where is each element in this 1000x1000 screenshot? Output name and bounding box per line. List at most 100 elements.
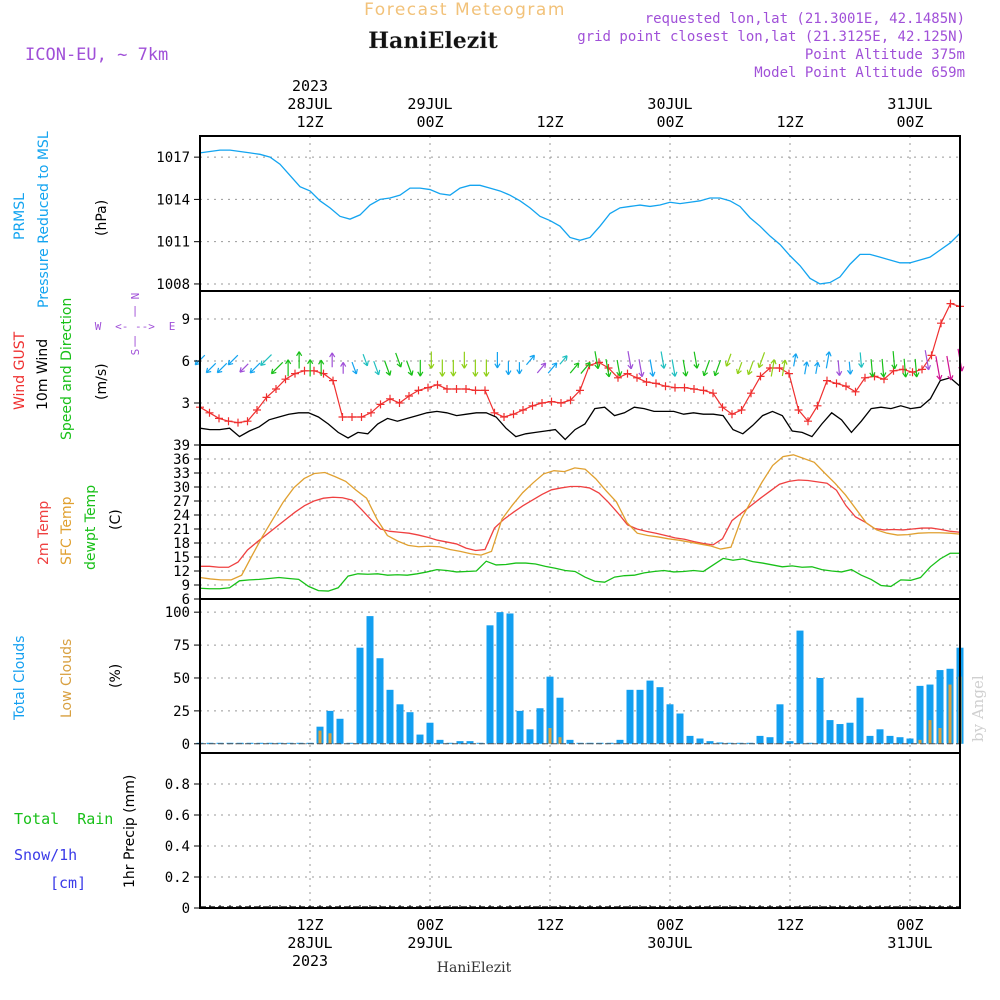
time-label-top: 2023 [292,77,328,95]
precip-ytick-label: 0.8 [165,777,190,793]
wind-direction-arrow [858,352,865,368]
temp-ytick-label: 30 [173,480,190,496]
wind-gust-marker [357,413,366,421]
wind-gust-marker [538,399,546,407]
wind-gust-marker [728,410,736,419]
wind-direction-arrow [569,362,580,374]
wind-direction-arrow [406,360,414,376]
total-cloud-bar [626,689,634,744]
wind-direction-arrow [616,359,623,377]
wind-gust-marker [804,417,812,426]
temp-2m-line [200,479,961,568]
temp-ytick-label: 18 [173,536,190,552]
total-cloud-bar [846,722,854,744]
wind-direction-arrow [814,361,821,374]
total-cloud-bar [836,724,844,744]
wind-direction-arrow [803,361,810,375]
pressure-line [199,149,961,285]
total-cloud-bar [726,742,734,744]
total-cloud-bar [916,685,924,744]
precip-ytick-label: 0 [182,901,190,917]
wind-gust-marker [424,383,432,392]
wind-gust-marker [253,406,261,414]
wind-direction-arrow [472,359,479,377]
wind-gust-marker [338,413,347,421]
wind-unit: (m/s) [94,363,110,400]
wind-gust-marker [737,406,746,414]
temp-ytick-label: 9 [182,578,190,594]
time-label-top: 29JUL [407,95,452,113]
total-cloud-bar [896,737,904,744]
wind-gust-marker [547,397,556,406]
total-cloud-bar [886,735,894,744]
wind-direction-arrow [383,360,392,376]
wind-direction-arrow [450,359,457,377]
temp-ytick-label: 33 [173,466,190,482]
time-label-bottom: 12Z [296,916,323,934]
wind-direction-arrow [770,359,777,377]
clouds-ytick-label: 100 [165,605,190,621]
wind-gust-marker [519,406,527,414]
total-cloud-bar [756,735,764,744]
time-label-bottom: 00Z [656,916,683,934]
time-label-top: 00Z [656,113,683,131]
wind-label-speed-dir: Speed and Direction [59,298,75,440]
wind-direction-arrow [516,362,523,375]
wind-gust-marker [794,406,803,414]
wind-direction-arrow [902,358,909,378]
wind-direction-arrow [227,354,239,366]
wind-gust-marker [680,383,689,392]
wind-gust-marker [205,408,214,417]
wind-gust-marker [927,351,936,360]
location-title: HaniElezit [368,28,498,54]
wind-gust-marker [718,403,727,412]
wind-direction-arrow [671,359,678,377]
low-cloud-bar [548,727,552,744]
clouds-unit: (%) [108,664,124,688]
time-label-top: 12Z [536,113,563,131]
wind-label-10m: 10m Wind [35,339,51,410]
wind-direction-arrow [924,350,932,371]
temp-unit: (C) [108,509,124,530]
total-cloud-bar [436,739,444,744]
clouds-ytick-label: 75 [173,638,190,654]
wind-direction-arrow [891,351,898,370]
wind-gust-marker [528,401,537,410]
total-cloud-bar [276,742,284,744]
total-cloud-bar [486,625,494,744]
wind-direction-arrow [536,362,547,374]
low-cloud-bar [938,727,942,744]
wind-direction-arrow [395,352,403,368]
time-label-bottom: 31JUL [887,934,932,952]
wind-gust-marker [785,369,793,378]
pressure-label-msl: Pressure Reduced to MSL [36,131,52,308]
time-label-bottom: 00Z [896,916,923,934]
total-cloud-bar [906,738,914,744]
total-cloud-bar [786,741,794,744]
total-cloud-bar [856,697,864,744]
wind-gust-marker [642,378,651,386]
wind-direction-arrow [693,351,700,369]
wind-ytick-label: 3 [182,396,190,412]
compass-east: E [169,320,176,333]
total-cloud-bar [826,720,834,744]
footer-location: HaniElezit [437,960,512,976]
wind-direction-arrow [329,352,336,368]
wind-gust-marker [908,368,917,377]
wind-direction-arrow [649,359,656,377]
temp-ytick-label: 36 [173,452,190,468]
wind-direction-arrow [713,359,722,377]
wind-gust-marker [576,386,584,395]
total-cloud-bar [656,687,664,744]
temp-ytick-label: 12 [173,564,190,580]
wind-direction-arrow [439,359,446,377]
pressure-unit: (hPa) [94,200,110,236]
wind-label-gust: Wind GUST [12,331,28,410]
wind-gust-marker [652,379,660,388]
compass-rose-top: | [132,304,139,317]
total-cloud-bar [646,680,654,744]
wind-direction-arrow [580,361,591,374]
precip-ytick-label: 0.2 [165,870,190,886]
credit-watermark: by Angel [969,675,987,742]
wind-direction-arrow [935,356,943,381]
